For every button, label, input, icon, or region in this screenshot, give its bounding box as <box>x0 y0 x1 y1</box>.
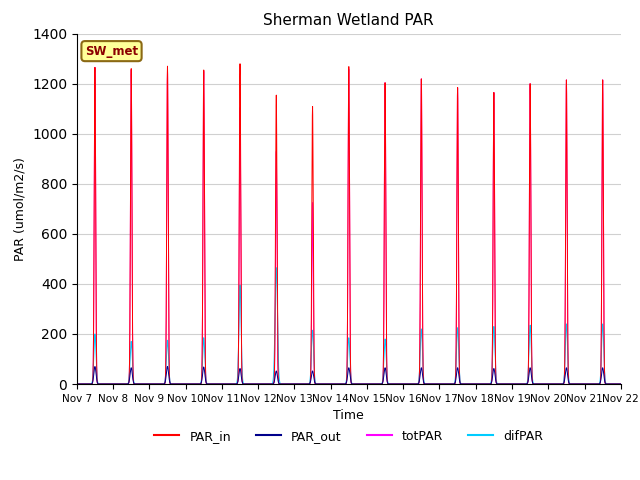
PAR_out <box>588 381 595 387</box>
difPAR <box>330 381 338 387</box>
totPAR <box>594 381 602 387</box>
PAR_out <box>617 381 625 387</box>
difPAR <box>470 381 478 387</box>
totPAR <box>588 381 595 387</box>
difPAR <box>73 381 81 387</box>
totPAR <box>91 64 99 70</box>
totPAR <box>258 381 266 387</box>
X-axis label: Time: Time <box>333 409 364 422</box>
Line: difPAR: difPAR <box>77 268 621 384</box>
PAR_in <box>470 381 478 387</box>
PAR_out <box>470 381 478 387</box>
difPAR <box>617 381 625 387</box>
Line: PAR_out: PAR_out <box>77 367 621 384</box>
totPAR <box>486 381 493 387</box>
totPAR <box>330 381 338 387</box>
Text: SW_met: SW_met <box>85 45 138 58</box>
PAR_in <box>258 381 266 387</box>
difPAR <box>258 381 266 387</box>
PAR_in <box>588 381 595 387</box>
Legend: PAR_in, PAR_out, totPAR, difPAR: PAR_in, PAR_out, totPAR, difPAR <box>150 425 548 448</box>
totPAR <box>73 381 81 387</box>
Line: PAR_in: PAR_in <box>77 64 621 384</box>
PAR_in <box>73 381 81 387</box>
Y-axis label: PAR (umol/m2/s): PAR (umol/m2/s) <box>13 157 26 261</box>
PAR_out <box>486 381 493 387</box>
PAR_in <box>486 381 493 387</box>
difPAR <box>594 381 602 387</box>
difPAR <box>486 381 493 387</box>
Title: Sherman Wetland PAR: Sherman Wetland PAR <box>264 13 434 28</box>
PAR_out <box>330 381 338 387</box>
PAR_out <box>258 381 266 387</box>
Line: totPAR: totPAR <box>77 67 621 384</box>
PAR_in <box>330 381 338 387</box>
difPAR <box>273 265 280 271</box>
PAR_in <box>236 61 244 67</box>
PAR_in <box>617 381 625 387</box>
PAR_in <box>594 381 602 387</box>
difPAR <box>588 381 595 387</box>
PAR_out <box>91 364 99 370</box>
totPAR <box>470 381 478 387</box>
PAR_out <box>594 381 602 387</box>
PAR_out <box>73 381 81 387</box>
totPAR <box>617 381 625 387</box>
